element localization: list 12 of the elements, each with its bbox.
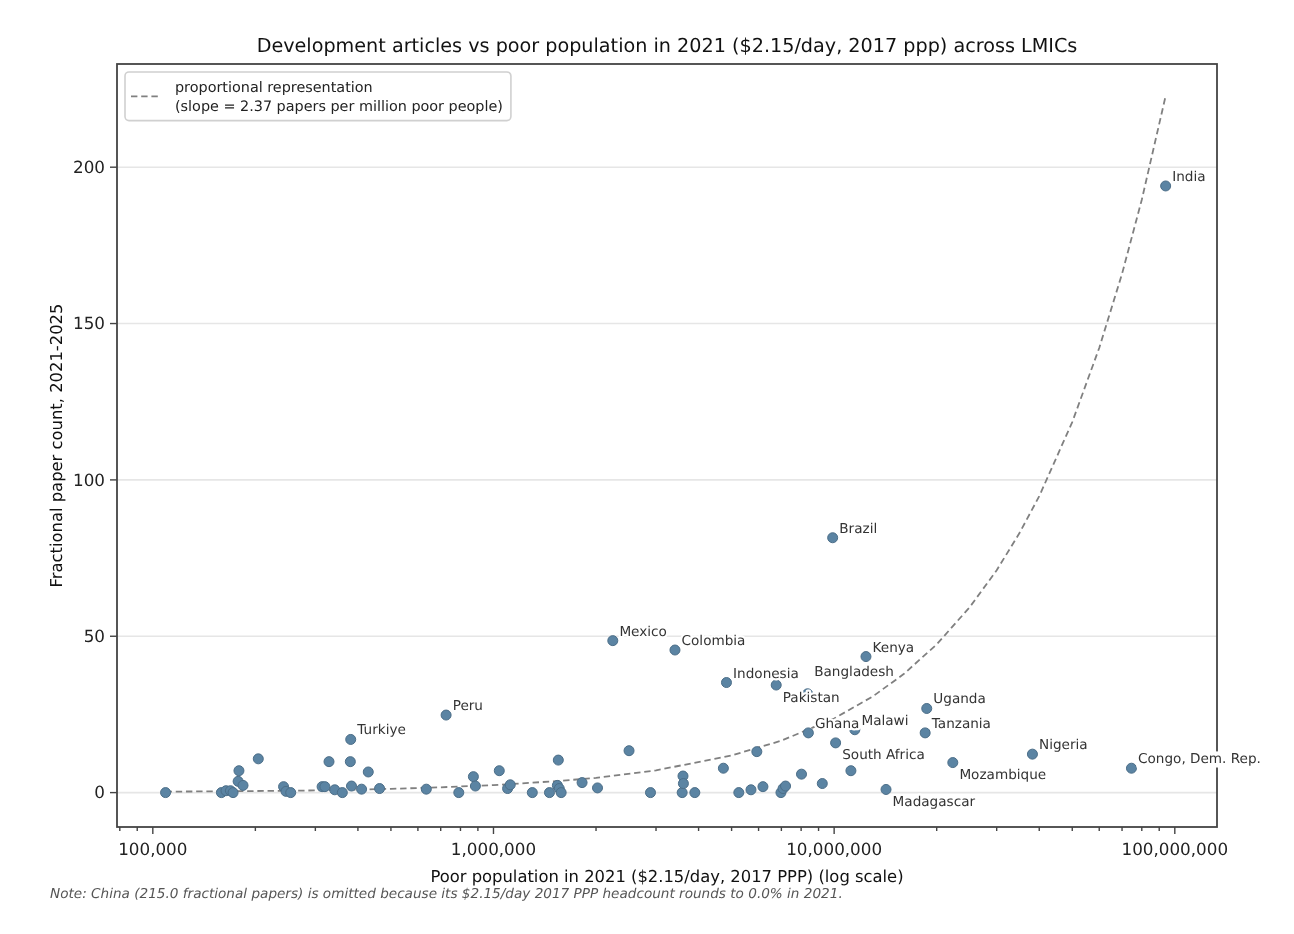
- y-tick-label: 0: [94, 782, 105, 803]
- x-tick-label: 10,000,000: [786, 839, 883, 859]
- y-tick-label: 50: [83, 626, 105, 647]
- x-tick-label: 1,000,000: [450, 839, 537, 859]
- chart-title: Development articles vs poor population in 2021 ($2.15/day, 2017 ppp) across LMICs: [256, 36, 1078, 58]
- x-tick-label: 100,000: [118, 839, 188, 859]
- y-tick-label: 200: [73, 157, 105, 178]
- y-axis-title: Fractional paper count, 2021-2025: [46, 303, 66, 588]
- x-axis-title: Poor population in 2021 ($2.15/day, 2017 PPP) (log scale): [430, 866, 904, 886]
- y-tick-label: 150: [73, 313, 105, 334]
- y-tick-label: 100: [73, 469, 105, 490]
- x-tick-label: 100,000,000: [1121, 839, 1229, 859]
